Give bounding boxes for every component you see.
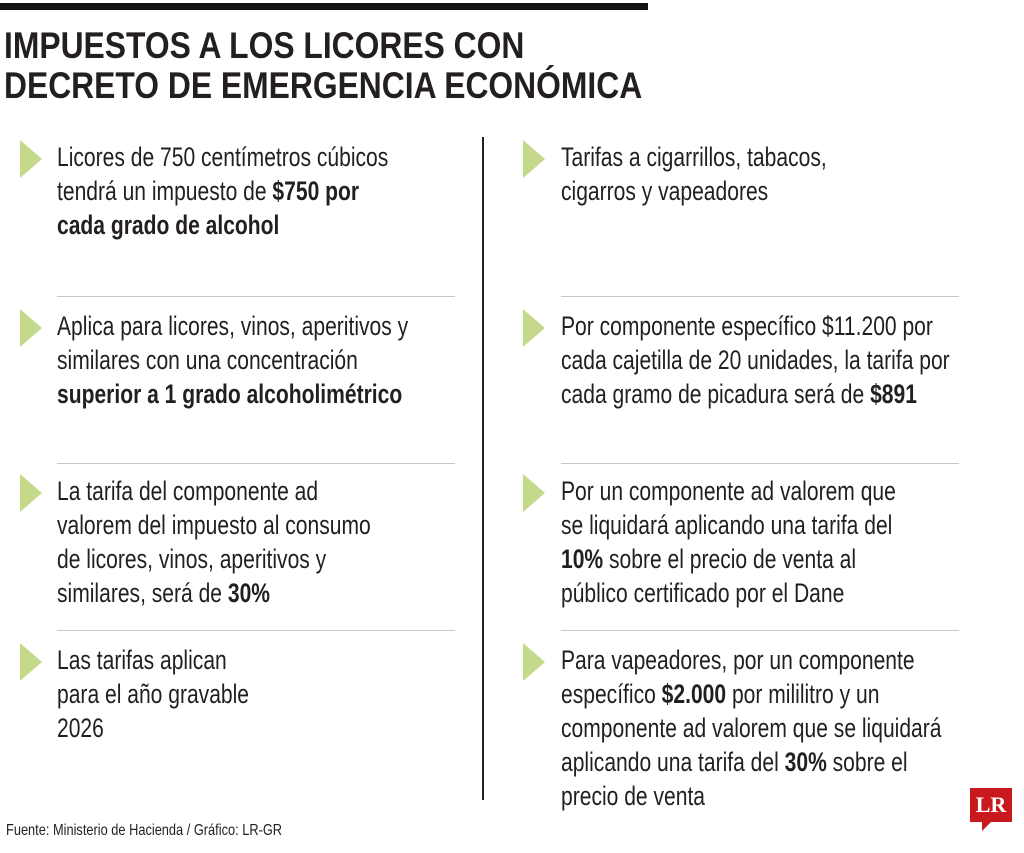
text-line: valorem del impuesto al consumo: [57, 508, 371, 542]
bold-text: 10%: [561, 544, 604, 574]
text-line: para el año gravable: [57, 677, 249, 711]
title-line-2: DECRETO DE EMERGENCIA ECONÓMICA: [4, 65, 643, 106]
text-line: similares con una concentración: [57, 343, 408, 377]
text: de licores, vinos, aperitivos y: [57, 544, 327, 574]
text: se liquidará aplicando una tarifa del: [561, 510, 893, 540]
text: público certificado por el Dane: [561, 578, 845, 608]
text-line: tendrá un impuesto de $750 por: [57, 174, 388, 208]
text: 2026: [57, 713, 104, 743]
text-line: Aplica para licores, vinos, aperitivos y: [57, 309, 408, 343]
text-line: cada grado de alcohol: [57, 208, 388, 242]
text-line: aplicando una tarifa del 30% sobre el: [561, 745, 941, 779]
triangle-bullet-icon: [523, 309, 545, 347]
lr-logo: LR: [970, 788, 1012, 831]
row-divider: [561, 463, 959, 464]
text-line: superior a 1 grado alcoholimétrico: [57, 377, 408, 411]
text-line: de licores, vinos, aperitivos y: [57, 542, 371, 576]
text: aplicando una tarifa del: [561, 747, 785, 777]
text: valorem del impuesto al consumo: [57, 510, 371, 540]
logo-text: LR: [975, 792, 1007, 817]
row-divider: [57, 296, 455, 297]
text: para el año gravable: [57, 679, 250, 709]
text: La tarifa del componente ad: [57, 476, 319, 506]
triangle-bullet-icon: [523, 140, 545, 178]
text-line: precio de venta: [561, 779, 941, 813]
text-line: Para vapeadores, por un componente: [561, 643, 941, 677]
text-line: similares, será de 30%: [57, 576, 371, 610]
bold-text: 30%: [227, 578, 271, 608]
row-divider: [561, 296, 959, 297]
triangle-bullet-icon: [20, 309, 42, 347]
text-line: La tarifa del componente ad: [57, 474, 371, 508]
text: sobre el precio de venta al: [603, 544, 857, 574]
text: similares con una concentración: [57, 345, 358, 375]
text: Aplica para licores, vinos, aperitivos y: [57, 311, 409, 341]
bold-text: $2.000: [661, 679, 727, 709]
triangle-bullet-icon: [523, 474, 545, 512]
triangle-bullet-icon: [20, 474, 42, 512]
text-line: Por un componente ad valorem que: [561, 474, 896, 508]
text-line: 2026: [57, 711, 249, 745]
text: Las tarifas aplican: [57, 645, 227, 675]
bold-text: cada grado de alcohol: [57, 210, 280, 240]
text-line: Las tarifas aplican: [57, 643, 249, 677]
text-line: componente ad valorem que se liquidará: [561, 711, 941, 745]
text: componente ad valorem que se liquidará: [561, 713, 942, 743]
page-title: IMPUESTOS A LOS LICORES CON DECRETO DE E…: [4, 26, 642, 106]
text-line: cigarros y vapeadores: [561, 174, 827, 208]
text-line: cada gramo de picadura será de $891: [561, 377, 950, 411]
text: precio de venta: [561, 781, 706, 811]
column-divider: [482, 137, 484, 800]
text: Tarifas a cigarrillos, tabacos,: [561, 142, 827, 172]
bold-text: superior a 1 grado alcoholimétrico: [57, 379, 403, 409]
text-line: Por componente específico $11.200 por: [561, 309, 950, 343]
text: cigarros y vapeadores: [561, 176, 769, 206]
text: por mililitro y un: [726, 679, 880, 709]
text-line: cada cajetilla de 20 unidades, la tarifa…: [561, 343, 950, 377]
text-line: Tarifas a cigarrillos, tabacos,: [561, 140, 827, 174]
text: Por un componente ad valorem que: [561, 476, 896, 506]
text: Por componente específico $11.200 por: [561, 311, 933, 341]
row-divider: [57, 463, 455, 464]
row-divider: [561, 630, 959, 631]
bold-text: $750 por: [272, 176, 360, 206]
text: Licores de 750 centímetros cúbicos: [57, 142, 389, 172]
row-divider: [57, 630, 455, 631]
text-line: se liquidará aplicando una tarifa del: [561, 508, 896, 542]
title-line-1: IMPUESTOS A LOS LICORES CON: [4, 25, 525, 66]
text: específico: [561, 679, 662, 709]
bold-text: 30%: [784, 747, 827, 777]
text-line: Licores de 750 centímetros cúbicos: [57, 140, 388, 174]
text-line: público certificado por el Dane: [561, 576, 896, 610]
triangle-bullet-icon: [523, 643, 545, 681]
triangle-bullet-icon: [20, 643, 42, 681]
text: sobre el: [826, 747, 908, 777]
text: similares, será de: [57, 578, 228, 608]
top-rule: [0, 3, 648, 10]
text: cada cajetilla de 20 unidades, la tarifa…: [561, 345, 950, 375]
text-line: específico $2.000 por mililitro y un: [561, 677, 941, 711]
bold-text: $891: [870, 379, 917, 409]
text: cada gramo de picadura será de: [561, 379, 871, 409]
text: Para vapeadores, por un componente: [561, 645, 915, 675]
source-note: Fuente: Ministerio de Hacienda / Gráfico…: [6, 822, 283, 839]
triangle-bullet-icon: [20, 140, 42, 178]
text-line: 10% sobre el precio de venta al: [561, 542, 896, 576]
text: tendrá un impuesto de: [57, 176, 273, 206]
